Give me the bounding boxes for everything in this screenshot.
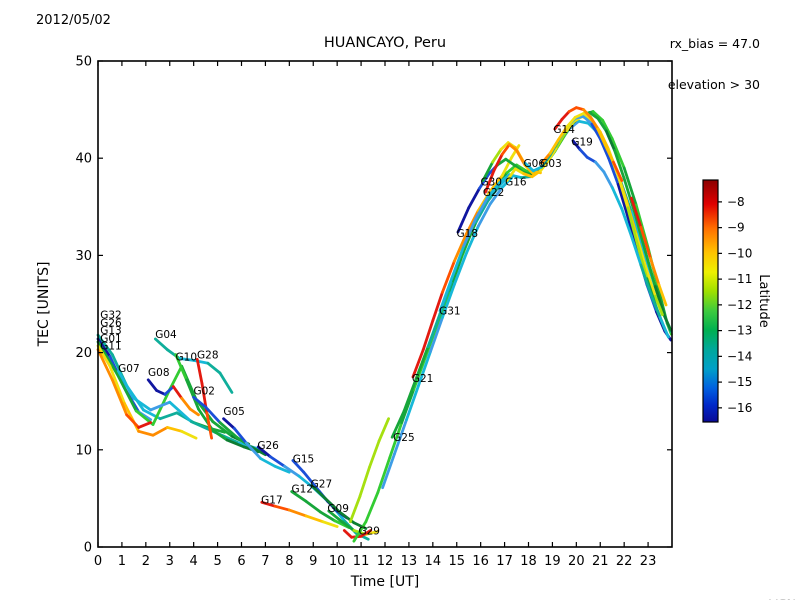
y-tick-label: 20 — [75, 346, 92, 361]
satellite-label-G26: G26 — [257, 440, 279, 452]
x-tick-label: 16 — [472, 554, 489, 569]
x-tick-label: 21 — [592, 554, 609, 569]
y-axis-label: TEC [UNITS] — [36, 262, 52, 348]
satellite-label-G30: G30 — [480, 176, 502, 188]
trace-G17 — [260, 500, 339, 528]
x-tick-label: 17 — [496, 554, 513, 569]
satellite-label-G25: G25 — [393, 432, 415, 444]
satellite-label-G11: G11 — [100, 341, 122, 353]
watermark: LISN Low-Latitude Ionospheric Sensor Net… — [536, 571, 796, 600]
x-tick-label: 22 — [616, 554, 633, 569]
trace-G08 — [146, 378, 200, 417]
satellite-label-G19: G19 — [571, 137, 593, 149]
colorbar-tick-label: −16 — [727, 401, 752, 415]
trace-G01 — [96, 344, 198, 440]
x-tick-label: 10 — [329, 554, 346, 569]
x-tick-label: 20 — [568, 554, 585, 569]
x-tick-label: 13 — [401, 554, 418, 569]
x-tick-label: 2 — [142, 554, 150, 569]
trace-riser-c — [381, 176, 514, 490]
colorbar-tick-label: −14 — [727, 349, 752, 363]
trace-riser-a — [348, 417, 390, 524]
y-tick-label: 40 — [75, 152, 92, 167]
colorbar: −8 −9 −10 −11 −12 −13 −14 −15 −16 Latitude — [702, 179, 771, 423]
satellite-label-G09: G09 — [327, 503, 349, 515]
x-tick-label: 14 — [425, 554, 442, 569]
elevation-text: elevation > 30 — [667, 76, 760, 92]
satellite-label-G13: G13 — [100, 325, 122, 337]
x-axis-label: Time [UT] — [350, 574, 419, 590]
satellite-label-G26: G26 — [100, 317, 122, 329]
y-tick-label: 0 — [84, 541, 92, 556]
x-tick-label: 11 — [353, 554, 370, 569]
y-tick-label: 30 — [75, 249, 92, 264]
trace-G11 — [96, 348, 153, 429]
x-tick-label: 6 — [237, 554, 245, 569]
satellite-label-G29: G29 — [358, 525, 380, 537]
date-label: 2012/05/02 — [36, 13, 111, 28]
satellite-label-G04: G04 — [155, 329, 177, 341]
colorbar-tick-label: −10 — [727, 246, 752, 260]
x-tick-label: 5 — [213, 554, 221, 569]
x-tick-label: 19 — [544, 554, 561, 569]
x-tick-label: 1 — [118, 554, 126, 569]
satellite-label-G18: G18 — [457, 228, 479, 240]
rx-bias-text: rx_bias = 47.0 — [669, 36, 760, 51]
trace-G14 — [553, 106, 624, 182]
satellite-label-G17: G17 — [261, 494, 283, 506]
colorbar-label: Latitude — [756, 274, 771, 328]
satellite-label-G06: G06 — [524, 158, 546, 170]
colorbar-tick-label: −8 — [727, 195, 745, 209]
satellite-label-G02: G02 — [193, 385, 215, 397]
trace-G06 — [523, 115, 673, 342]
traces — [96, 106, 673, 543]
x-tick-label: 0 — [94, 554, 102, 569]
satellite-label-G22: G22 — [483, 187, 505, 199]
colorbar-tick-label: −11 — [727, 272, 752, 286]
y-tick-label: 50 — [75, 55, 92, 70]
x-tick-label: 23 — [640, 554, 657, 569]
x-tick-label: 3 — [166, 554, 174, 569]
satellite-label-G01: G01 — [100, 333, 122, 345]
watermark-acronym: LISN — [536, 597, 796, 600]
colorbar-tick-label: −9 — [727, 221, 745, 235]
satellite-label-G05: G05 — [223, 406, 245, 418]
satellite-label-G27: G27 — [311, 479, 333, 491]
trace-G19 — [571, 139, 670, 339]
colorbar-tick-label: −12 — [727, 298, 752, 312]
satellite-label-G31: G31 — [439, 306, 461, 318]
trace-G05 — [222, 417, 291, 474]
plot-title: HUANCAYO, Peru — [323, 35, 447, 51]
satellite-label-G32: G32 — [100, 310, 122, 322]
trace-G22 — [484, 143, 535, 194]
colorbar-tick-label: −13 — [727, 324, 752, 338]
satellite-label-G16: G16 — [505, 176, 527, 188]
x-tick-label: 8 — [285, 554, 293, 569]
satellite-label-G15: G15 — [293, 453, 315, 465]
colorbar-tick-label: −15 — [727, 375, 752, 389]
x-tick-label: 12 — [377, 554, 394, 569]
axes: 0 1 2 3 4 5 6 7 8 9 10 11 12 13 14 15 16 17 18 19 20 21 22 2301… — [36, 55, 673, 590]
satellite-label-G03: G03 — [540, 158, 562, 170]
trace-descender-a — [629, 196, 668, 307]
satellite-label-G21: G21 — [412, 373, 434, 385]
satellite-label-G28: G28 — [197, 349, 219, 361]
x-tick-label: 18 — [520, 554, 537, 569]
x-tick-label: 15 — [448, 554, 465, 569]
x-tick-label: 9 — [309, 554, 317, 569]
x-tick-label: 4 — [190, 554, 198, 569]
annotation-block: rx_bias = 47.0 elevation > 30 — [668, 10, 760, 118]
satellite-label-G07: G07 — [118, 363, 140, 375]
satellite-label-G12: G12 — [292, 484, 314, 496]
y-tick-label: 10 — [75, 443, 92, 458]
satellite-label-G14: G14 — [553, 124, 575, 136]
satellite-label-G08: G08 — [148, 367, 170, 379]
x-tick-label: 7 — [261, 554, 269, 569]
satellite-label-G10: G10 — [176, 351, 198, 363]
